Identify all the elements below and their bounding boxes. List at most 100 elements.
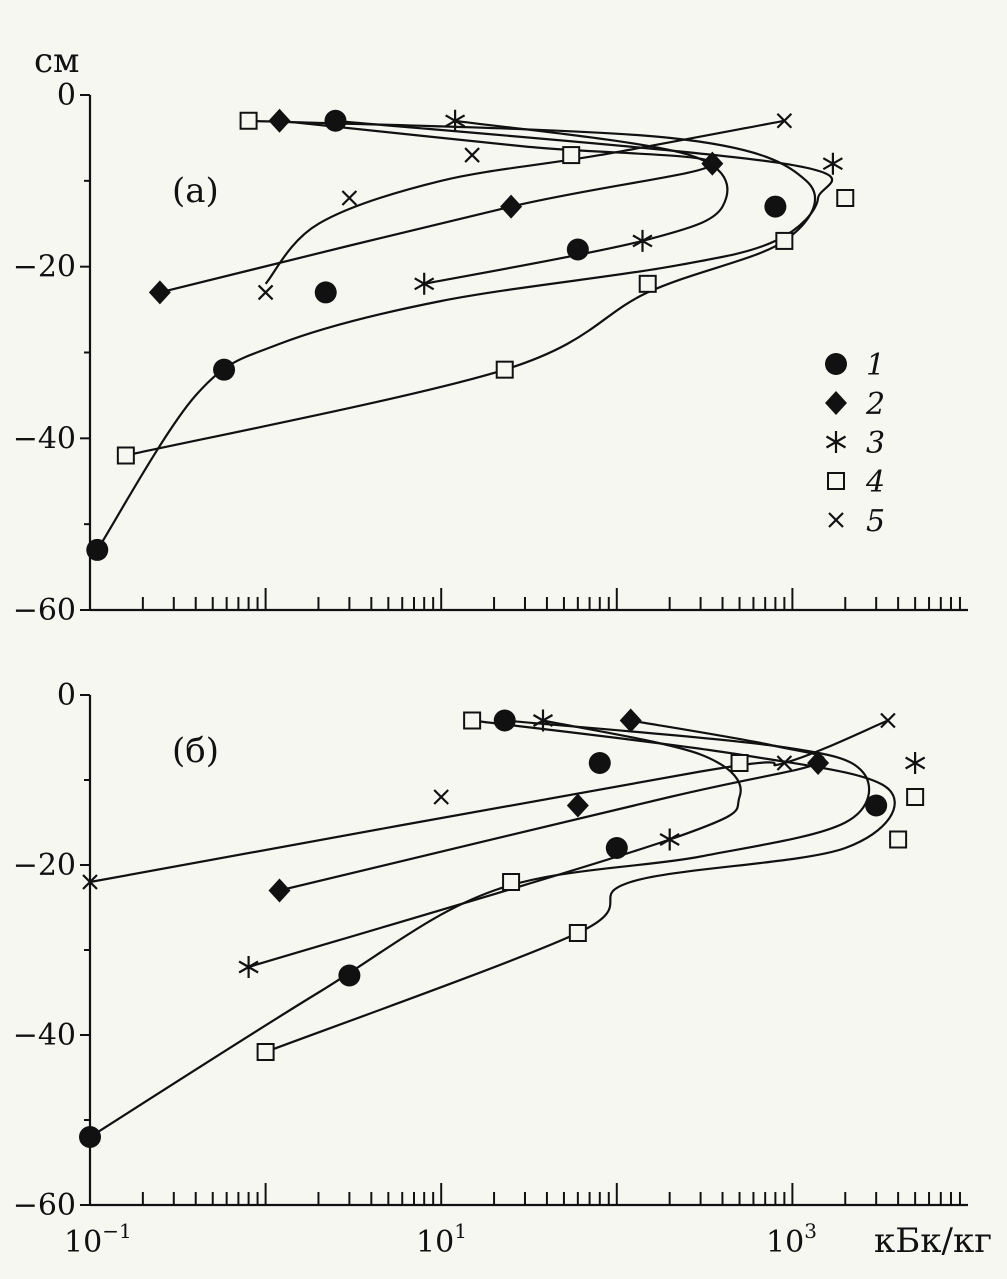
- legend-item-2: 2: [825, 387, 885, 422]
- panel-a-markers: [86, 108, 855, 561]
- series-4-point: [889, 830, 908, 849]
- series-1-point: [324, 109, 347, 132]
- series-2-point: [807, 751, 830, 775]
- series-5-point: [776, 112, 793, 129]
- series-1-curve: [89, 719, 871, 1138]
- legend-marker-1: [825, 353, 847, 375]
- series-1-point: [493, 709, 516, 732]
- y-tick-label: −60: [13, 1188, 76, 1223]
- series-3-curve: [248, 719, 742, 969]
- series-2-point: [148, 280, 171, 305]
- series-3-curve: [423, 119, 729, 285]
- series-3-point: [659, 828, 680, 851]
- y-tick-label: 0: [57, 678, 76, 713]
- series-4-point: [239, 111, 258, 130]
- series-1-point: [314, 281, 337, 304]
- series-5-point: [341, 190, 358, 206]
- series-1-point: [338, 964, 361, 987]
- legend: 1 2 3 4 5: [825, 348, 885, 539]
- series-4-point: [836, 189, 855, 207]
- legend-label-1: 1: [866, 348, 885, 383]
- panel-a-y-tick-labels: 0 −20 −40 −60: [13, 78, 76, 628]
- series-2-point: [701, 151, 724, 176]
- legend-marker-3: [825, 431, 847, 453]
- series-4-point: [562, 146, 581, 165]
- legend-item-3: 3: [825, 426, 885, 461]
- series-5-point: [776, 755, 793, 771]
- panel-a-label: (а): [172, 171, 219, 211]
- series-4-point: [638, 274, 657, 293]
- panel-b-ticks: [80, 694, 961, 1206]
- series-1-point: [865, 794, 888, 817]
- x-tick-label-1000: 103: [766, 1219, 817, 1260]
- series-1-point: [79, 1126, 101, 1148]
- x-tick-label-base: 10: [64, 1225, 102, 1260]
- legend-label-3: 3: [866, 426, 885, 461]
- series-5-point: [880, 712, 896, 729]
- series-1-point: [566, 238, 589, 261]
- legend-marker-4: [827, 472, 845, 490]
- series-2-point: [619, 708, 642, 733]
- y-tick-label: −60: [13, 593, 76, 628]
- series-3-point: [632, 229, 653, 252]
- series-4-point: [906, 788, 925, 806]
- legend-item-1: 1: [825, 348, 885, 383]
- series-3-point: [822, 152, 843, 175]
- series-1-point: [588, 752, 611, 774]
- series-3-point: [905, 752, 926, 774]
- series-1-point: [213, 358, 236, 381]
- panel-a: 0 −20 −40 −60 см (а) 1 2 3 4 5: [13, 41, 968, 628]
- legend-label-2: 2: [865, 387, 885, 422]
- x-tick-label-exponent: −1: [102, 1219, 131, 1243]
- series-4-point: [256, 1043, 275, 1061]
- series-5-point: [82, 874, 98, 890]
- legend-label-5: 5: [866, 504, 885, 539]
- series-4-point: [775, 231, 794, 250]
- panel-a-ticks: [80, 94, 961, 611]
- series-2-curve: [279, 719, 825, 892]
- x-axis-unit: кБк/кг: [874, 1221, 992, 1261]
- panel-a-y-unit: см: [34, 41, 80, 81]
- panel-b-label: (б): [172, 731, 219, 771]
- series-4-point: [568, 924, 587, 942]
- series-5-point: [433, 789, 449, 805]
- x-tick-label-exponent: 1: [454, 1219, 467, 1243]
- series-5-curve: [264, 119, 785, 285]
- series-5-point: [257, 284, 274, 301]
- series-3-point: [414, 272, 435, 295]
- legend-marker-5: [828, 512, 844, 528]
- series-2-point: [268, 878, 291, 903]
- y-tick-label: 0: [57, 78, 76, 113]
- y-tick-label: −40: [13, 1018, 76, 1053]
- series-4-point: [502, 873, 521, 891]
- x-tick-label-10: 101: [416, 1219, 467, 1260]
- x-tick-label-exponent: 3: [804, 1219, 817, 1243]
- series-3-point: [532, 709, 554, 732]
- series-5-curve: [89, 719, 889, 884]
- y-tick-label: −40: [13, 421, 76, 456]
- y-tick-label: −20: [13, 250, 76, 285]
- series-2-point: [268, 108, 291, 133]
- series-4-point: [730, 754, 749, 772]
- series-3-point: [238, 956, 259, 978]
- x-tick-label-base: 10: [416, 1225, 454, 1260]
- series-2-point: [566, 793, 589, 818]
- x-tick-label-0.1: 10−1: [64, 1219, 132, 1260]
- series-4-point: [495, 360, 514, 379]
- y-tick-label: −20: [13, 848, 76, 883]
- series-1-point: [764, 195, 787, 218]
- panel-b: 0 −20 −40 −60 (б): [13, 678, 968, 1223]
- legend-item-5: 5: [828, 504, 885, 539]
- x-tick-label-base: 10: [766, 1225, 804, 1260]
- panel-b-curves: [89, 719, 896, 1138]
- series-2-point: [500, 194, 523, 219]
- legend-label-4: 4: [865, 465, 885, 500]
- series-4-point: [116, 446, 135, 465]
- legend-marker-2: [825, 391, 847, 415]
- series-4-point: [463, 711, 482, 730]
- panel-b-markers: [79, 708, 926, 1148]
- series-4-curve: [265, 719, 896, 1054]
- panel-b-y-tick-labels: 0 −20 −40 −60: [13, 678, 76, 1223]
- series-1-point: [605, 837, 628, 859]
